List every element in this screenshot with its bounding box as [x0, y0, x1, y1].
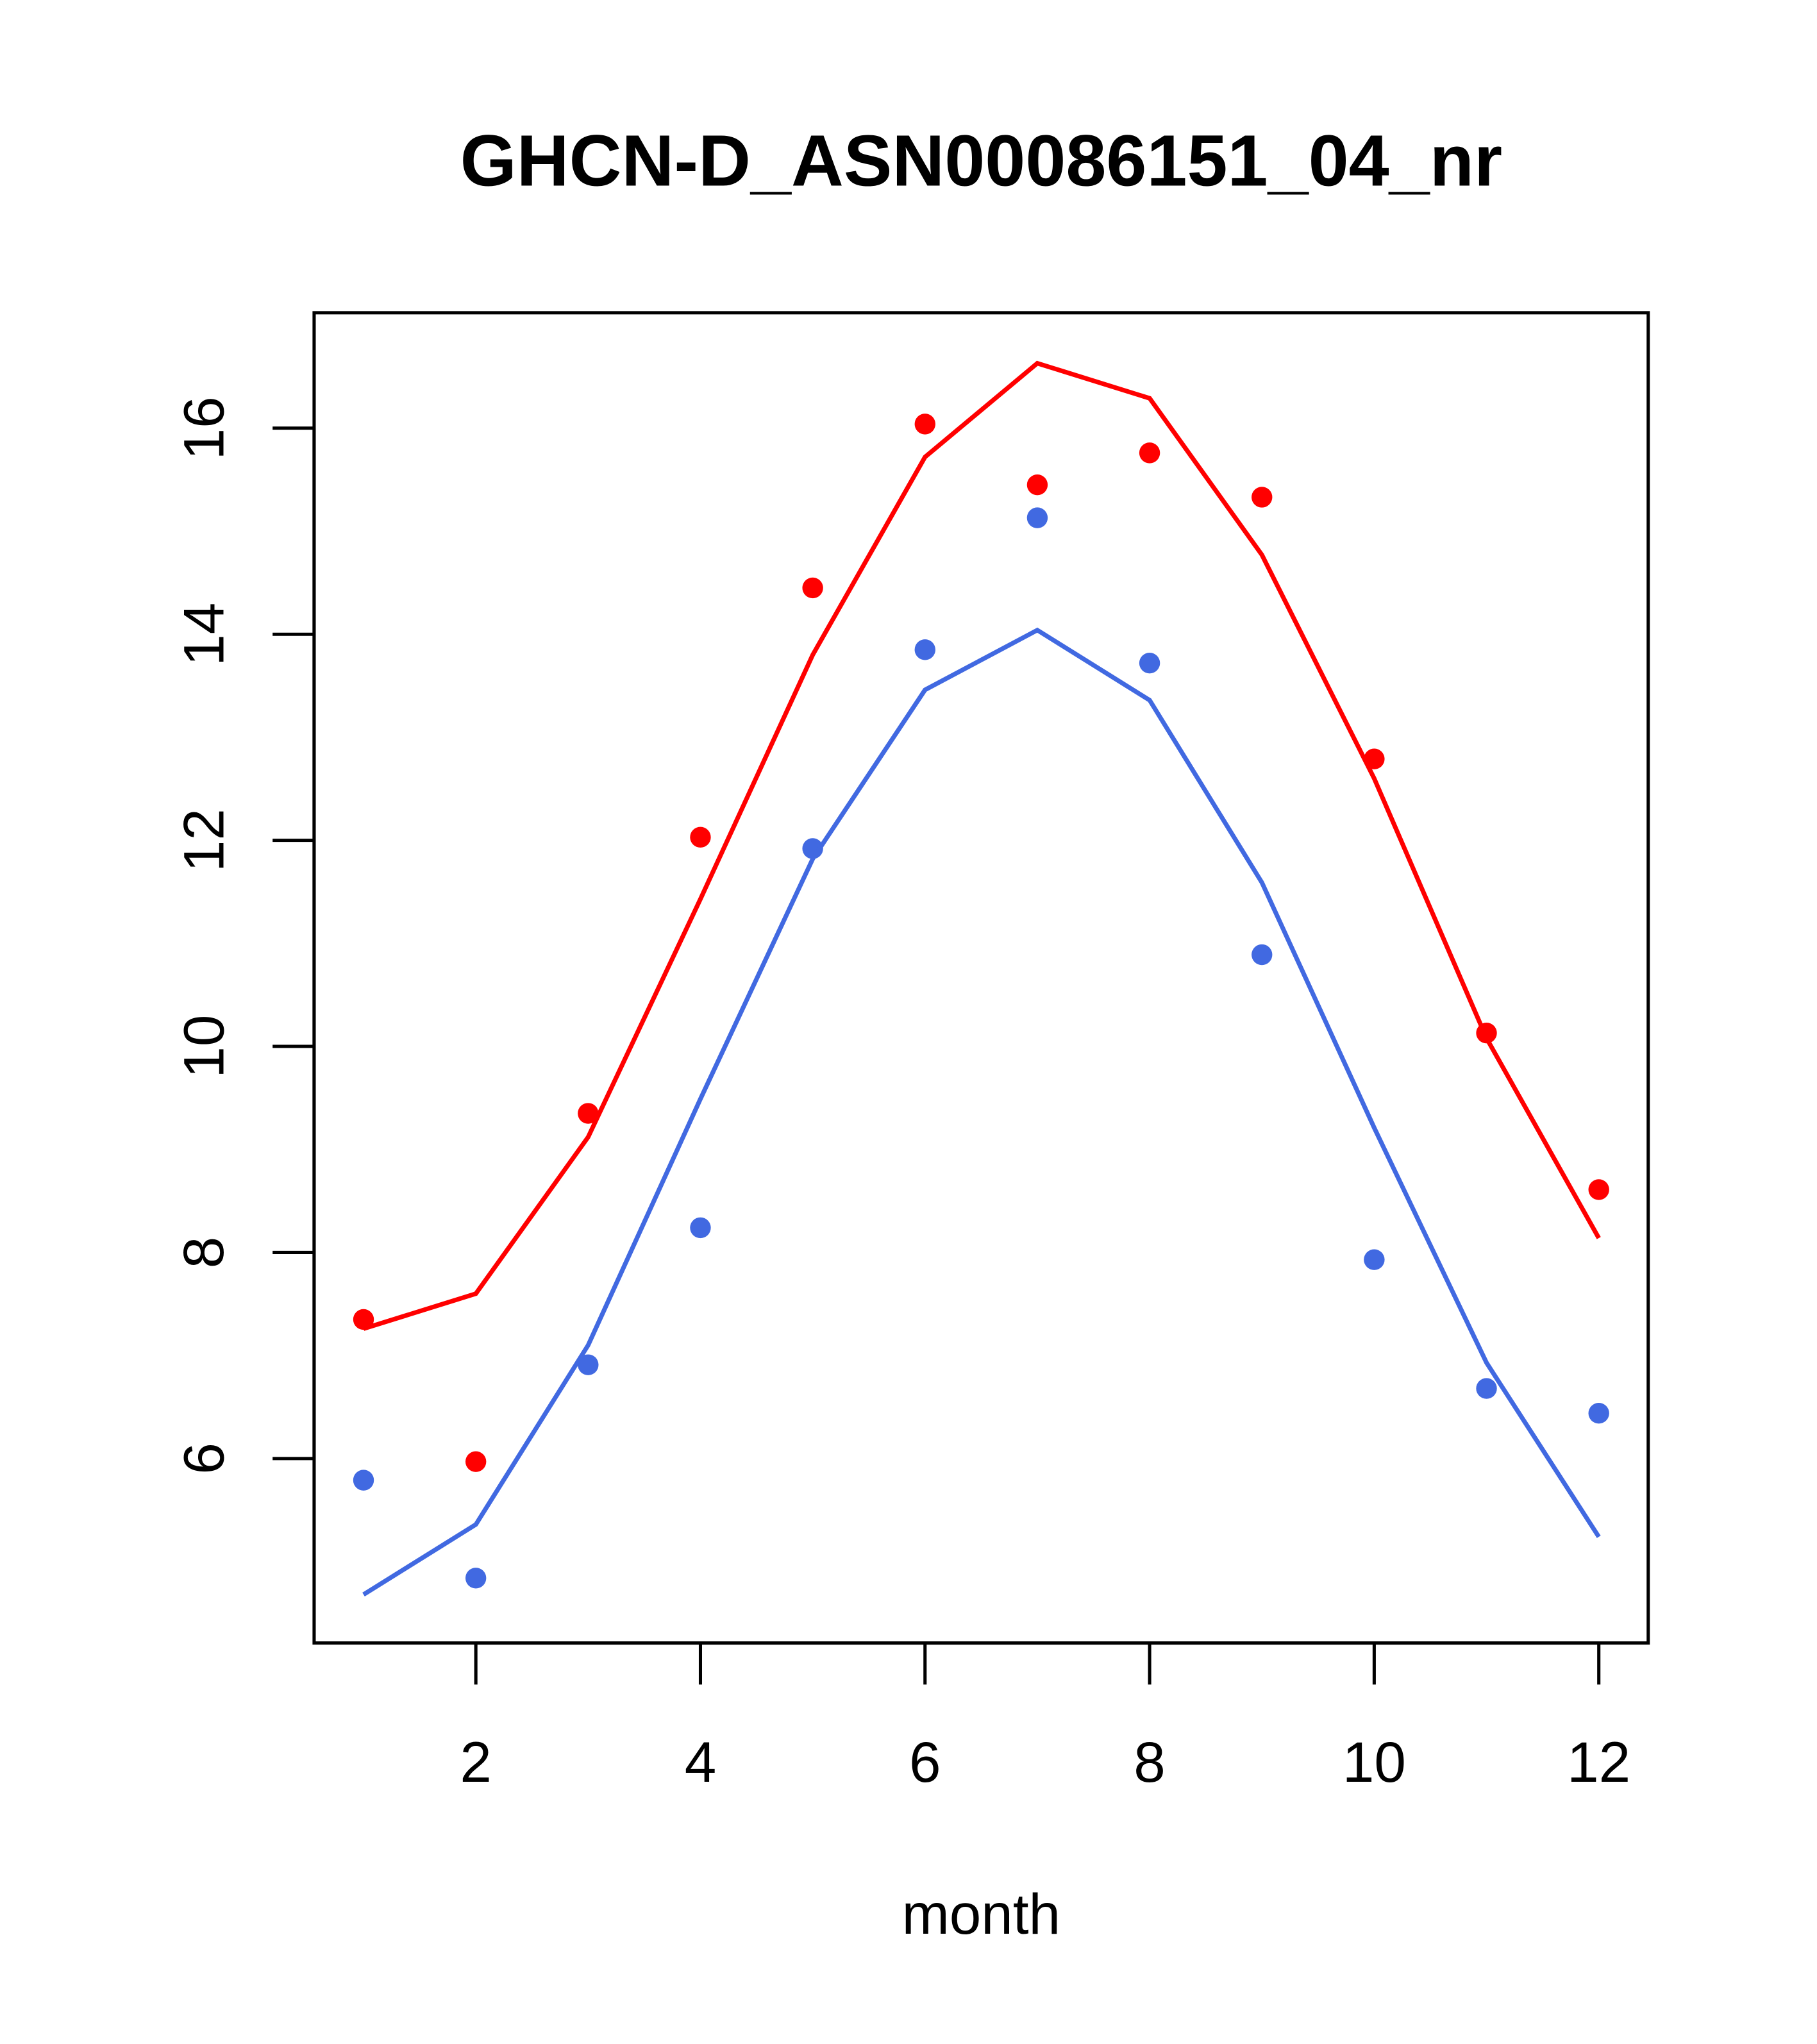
red-points-point	[1252, 487, 1273, 508]
x-axis: 2 4 6 8 10 12	[460, 1641, 1630, 1794]
y-tick-label: 16	[171, 396, 235, 460]
y-axis: 6 8 10 12 14 16	[171, 396, 316, 1475]
chart-title: GHCN-D_ASN00086151_04_nr	[460, 120, 1502, 201]
blue-line-series	[362, 627, 1601, 1597]
red-points-point	[914, 414, 935, 435]
x-tick-label: 6	[909, 1730, 941, 1794]
x-tick-label: 2	[460, 1730, 492, 1794]
plot-frame	[312, 311, 1650, 1645]
blue-points-point	[1364, 1249, 1385, 1270]
plot-marks	[353, 360, 1609, 1597]
y-tick-label: 10	[171, 1015, 235, 1078]
red-points-point	[1026, 474, 1048, 496]
red-line-series	[362, 360, 1601, 1331]
red-points-point	[353, 1309, 374, 1330]
blue-points-point	[353, 1470, 374, 1491]
red-points-point	[578, 1103, 599, 1124]
x-axis-label: month	[902, 1882, 1061, 1946]
y-tick-label: 8	[171, 1237, 235, 1269]
blue-points-point	[1026, 507, 1048, 528]
red-points-point	[1588, 1179, 1609, 1200]
y-tick-label: 12	[171, 808, 235, 872]
blue-points-point	[690, 1217, 711, 1239]
red-points-point	[1139, 442, 1160, 464]
x-tick-label: 4	[685, 1730, 717, 1794]
red-points-point	[802, 577, 823, 599]
x-tick-label: 12	[1567, 1730, 1630, 1794]
blue-points-point	[1588, 1402, 1609, 1424]
blue-points-point	[1252, 944, 1273, 966]
blue-points-point	[465, 1568, 487, 1589]
red-points-point	[465, 1451, 487, 1472]
blue-points-point	[578, 1354, 599, 1375]
y-tick-label: 6	[171, 1443, 235, 1475]
blue-points-point	[1139, 653, 1160, 674]
x-tick-label: 8	[1134, 1730, 1166, 1794]
blue-points-point	[914, 639, 935, 660]
red-points-point	[690, 826, 711, 848]
blue-points-point	[1476, 1378, 1497, 1399]
y-tick-label: 14	[171, 603, 235, 666]
x-tick-label: 10	[1343, 1730, 1406, 1794]
